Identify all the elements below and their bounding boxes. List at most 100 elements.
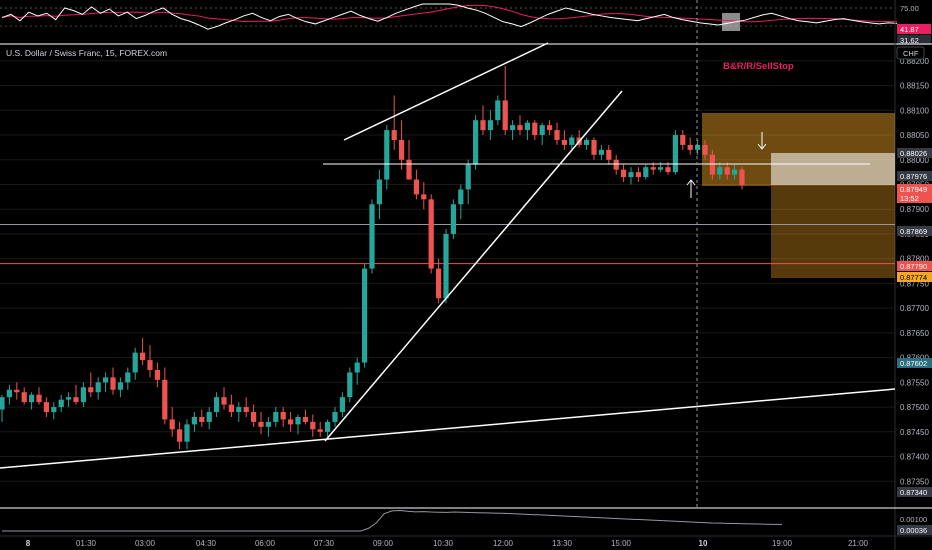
candle-body [228,404,234,413]
time-tick-label: 10:30 [433,539,454,548]
candle-body [480,120,486,131]
rsi-pane: 75.00 50.00 41.87 31.62 [0,3,931,45]
candle-body [658,167,664,170]
rising-wedge-lower-trendline[interactable] [324,90,623,442]
price-badge-label: 0.88026 [900,149,927,158]
candle-body [547,125,553,131]
currency-button-label[interactable]: CHF [903,49,919,58]
strategy-annotation[interactable]: B&R/R/SellStop [723,61,794,72]
price-tick-label: 0.87400 [900,453,929,462]
down-arrow-icon [757,132,767,150]
candle-body [29,394,35,403]
price-tick-label: 0.87500 [900,403,929,412]
candle-body [591,139,597,155]
price-badge-label: 0.87976 [900,172,927,181]
candle-body [532,122,538,136]
candle-body [650,167,656,170]
price-tick-label: 0.87800 [900,255,929,264]
candle-body [717,167,723,175]
candle-body [502,100,508,131]
price-tick-label: 0.87700 [900,304,929,313]
candles-layer [0,65,745,450]
price-tick-label: 0.88050 [900,131,929,140]
candle-body [450,204,456,234]
candle-body [524,122,530,131]
candle-body [724,167,730,175]
price-badge [897,358,932,368]
candle-body [347,372,353,398]
candle-body [487,120,493,131]
time-tick-label: 12:00 [493,539,514,548]
candle-body [421,194,427,200]
time-axis: 8 01:30 03:00 04:30 06:00 07:30 09:00 10:30 12:0… [26,539,869,548]
candle-body [66,397,72,400]
channel-upper-trendline[interactable] [343,42,549,141]
candle-body [14,389,20,393]
candle-body [184,424,190,442]
candle-body [0,397,5,410]
candle-body [428,199,434,269]
candle-body [191,416,197,425]
short-position-top-box [771,153,895,185]
candle-body [199,416,205,422]
currency-button[interactable] [896,46,925,60]
candle-body [103,377,109,383]
candle-body [665,167,671,173]
candle-body [177,429,183,442]
time-tick-label: 07:30 [314,539,335,548]
candle-body [376,179,382,205]
candle-body [443,233,449,299]
candle-body [273,412,279,422]
candle-body [339,397,345,413]
candle-body [517,125,523,131]
candle-body [43,402,49,413]
candle-body [325,421,331,432]
candle-body [80,387,86,403]
candle-body [465,164,471,190]
rsi-badge-value: 31.62 [900,36,919,45]
candle-body [539,125,545,136]
price-badge-label: 0.87340 [900,488,927,497]
symbol-title[interactable]: U.S. Dollar / Swiss Franc, 15, FOREX.com [6,48,167,58]
candle-body [36,394,42,403]
candle-body [251,412,257,422]
time-tick-label: 10 [699,539,708,548]
candle-body [132,352,138,373]
time-tick-label: 15:00 [611,539,632,548]
candle-body [243,407,249,413]
volume-badge-value: 0.00036 [900,526,927,535]
price-tick-label: 0.87650 [900,329,929,338]
candle-body [125,372,131,383]
rsi-line [1,3,898,30]
candle-body [510,125,516,131]
candle-body [635,172,641,178]
candle-body [88,387,94,393]
price-tick-label: 0.87900 [900,205,929,214]
short-position-target-box [771,186,895,278]
price-badge [897,487,932,497]
price-badge [897,272,932,282]
candle-body [687,144,693,150]
up-arrow-icon [686,179,696,198]
time-tick-label: 21:00 [848,539,869,548]
candle-body [613,159,619,170]
candle-body [147,360,153,370]
price-badge-label: 0.87790 [900,262,927,271]
candle-body [406,159,412,180]
price-tick-label: 0.88100 [900,106,929,115]
price-tick-label: 0.88150 [900,82,929,91]
candle-body [317,429,323,432]
candle-body [436,268,442,299]
candle-body [214,397,220,413]
price-badge-label: 13:52 [900,194,919,203]
long-support-trendline[interactable] [0,388,896,469]
candle-body [288,419,294,425]
price-tick-label: 0.87350 [900,477,929,486]
price-badge-label: 0.87869 [900,227,927,236]
candle-body [362,268,368,363]
candle-body [384,130,390,180]
price-tick-label: 0.87450 [900,428,929,437]
candle-body [21,392,27,403]
